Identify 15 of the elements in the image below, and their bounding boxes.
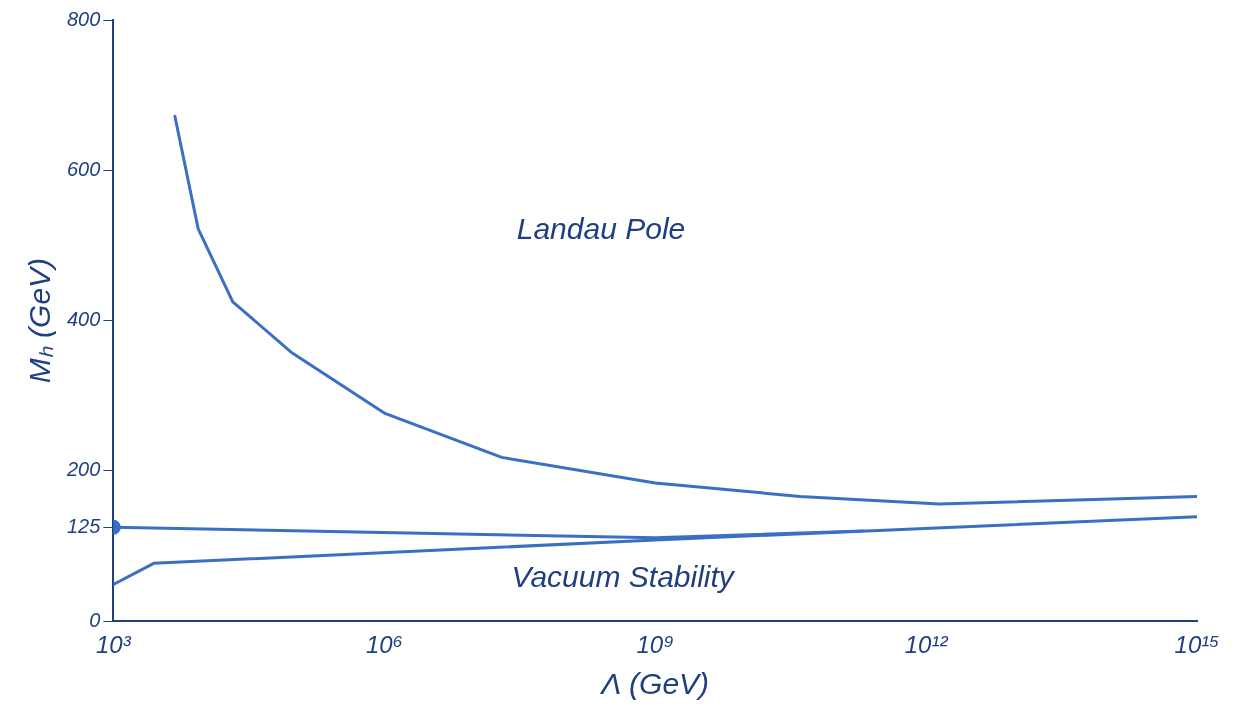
y-axis-title: Mₕ (GeV)	[23, 257, 57, 384]
y-tick-label: 400	[66, 308, 101, 331]
x-tick-label: 10¹²	[904, 631, 949, 659]
y-tick-label: 125	[66, 514, 102, 537]
annotation: Vacuum Stability	[511, 560, 736, 594]
x-axis-title: Λ (GeV)	[599, 667, 710, 701]
x-tick-label: 10³	[96, 631, 132, 659]
y-tick-label: 200	[65, 458, 101, 481]
x-tick-label: 10¹⁵	[1174, 631, 1220, 659]
y-tick-label: 0	[89, 608, 101, 631]
x-tick-label: 10⁹	[636, 631, 674, 659]
x-tick-label: 10⁶	[365, 631, 403, 659]
annotation: Landau Pole	[516, 211, 686, 245]
y-tick-label: 800	[66, 7, 101, 30]
y-tick-label: 600	[66, 157, 101, 180]
